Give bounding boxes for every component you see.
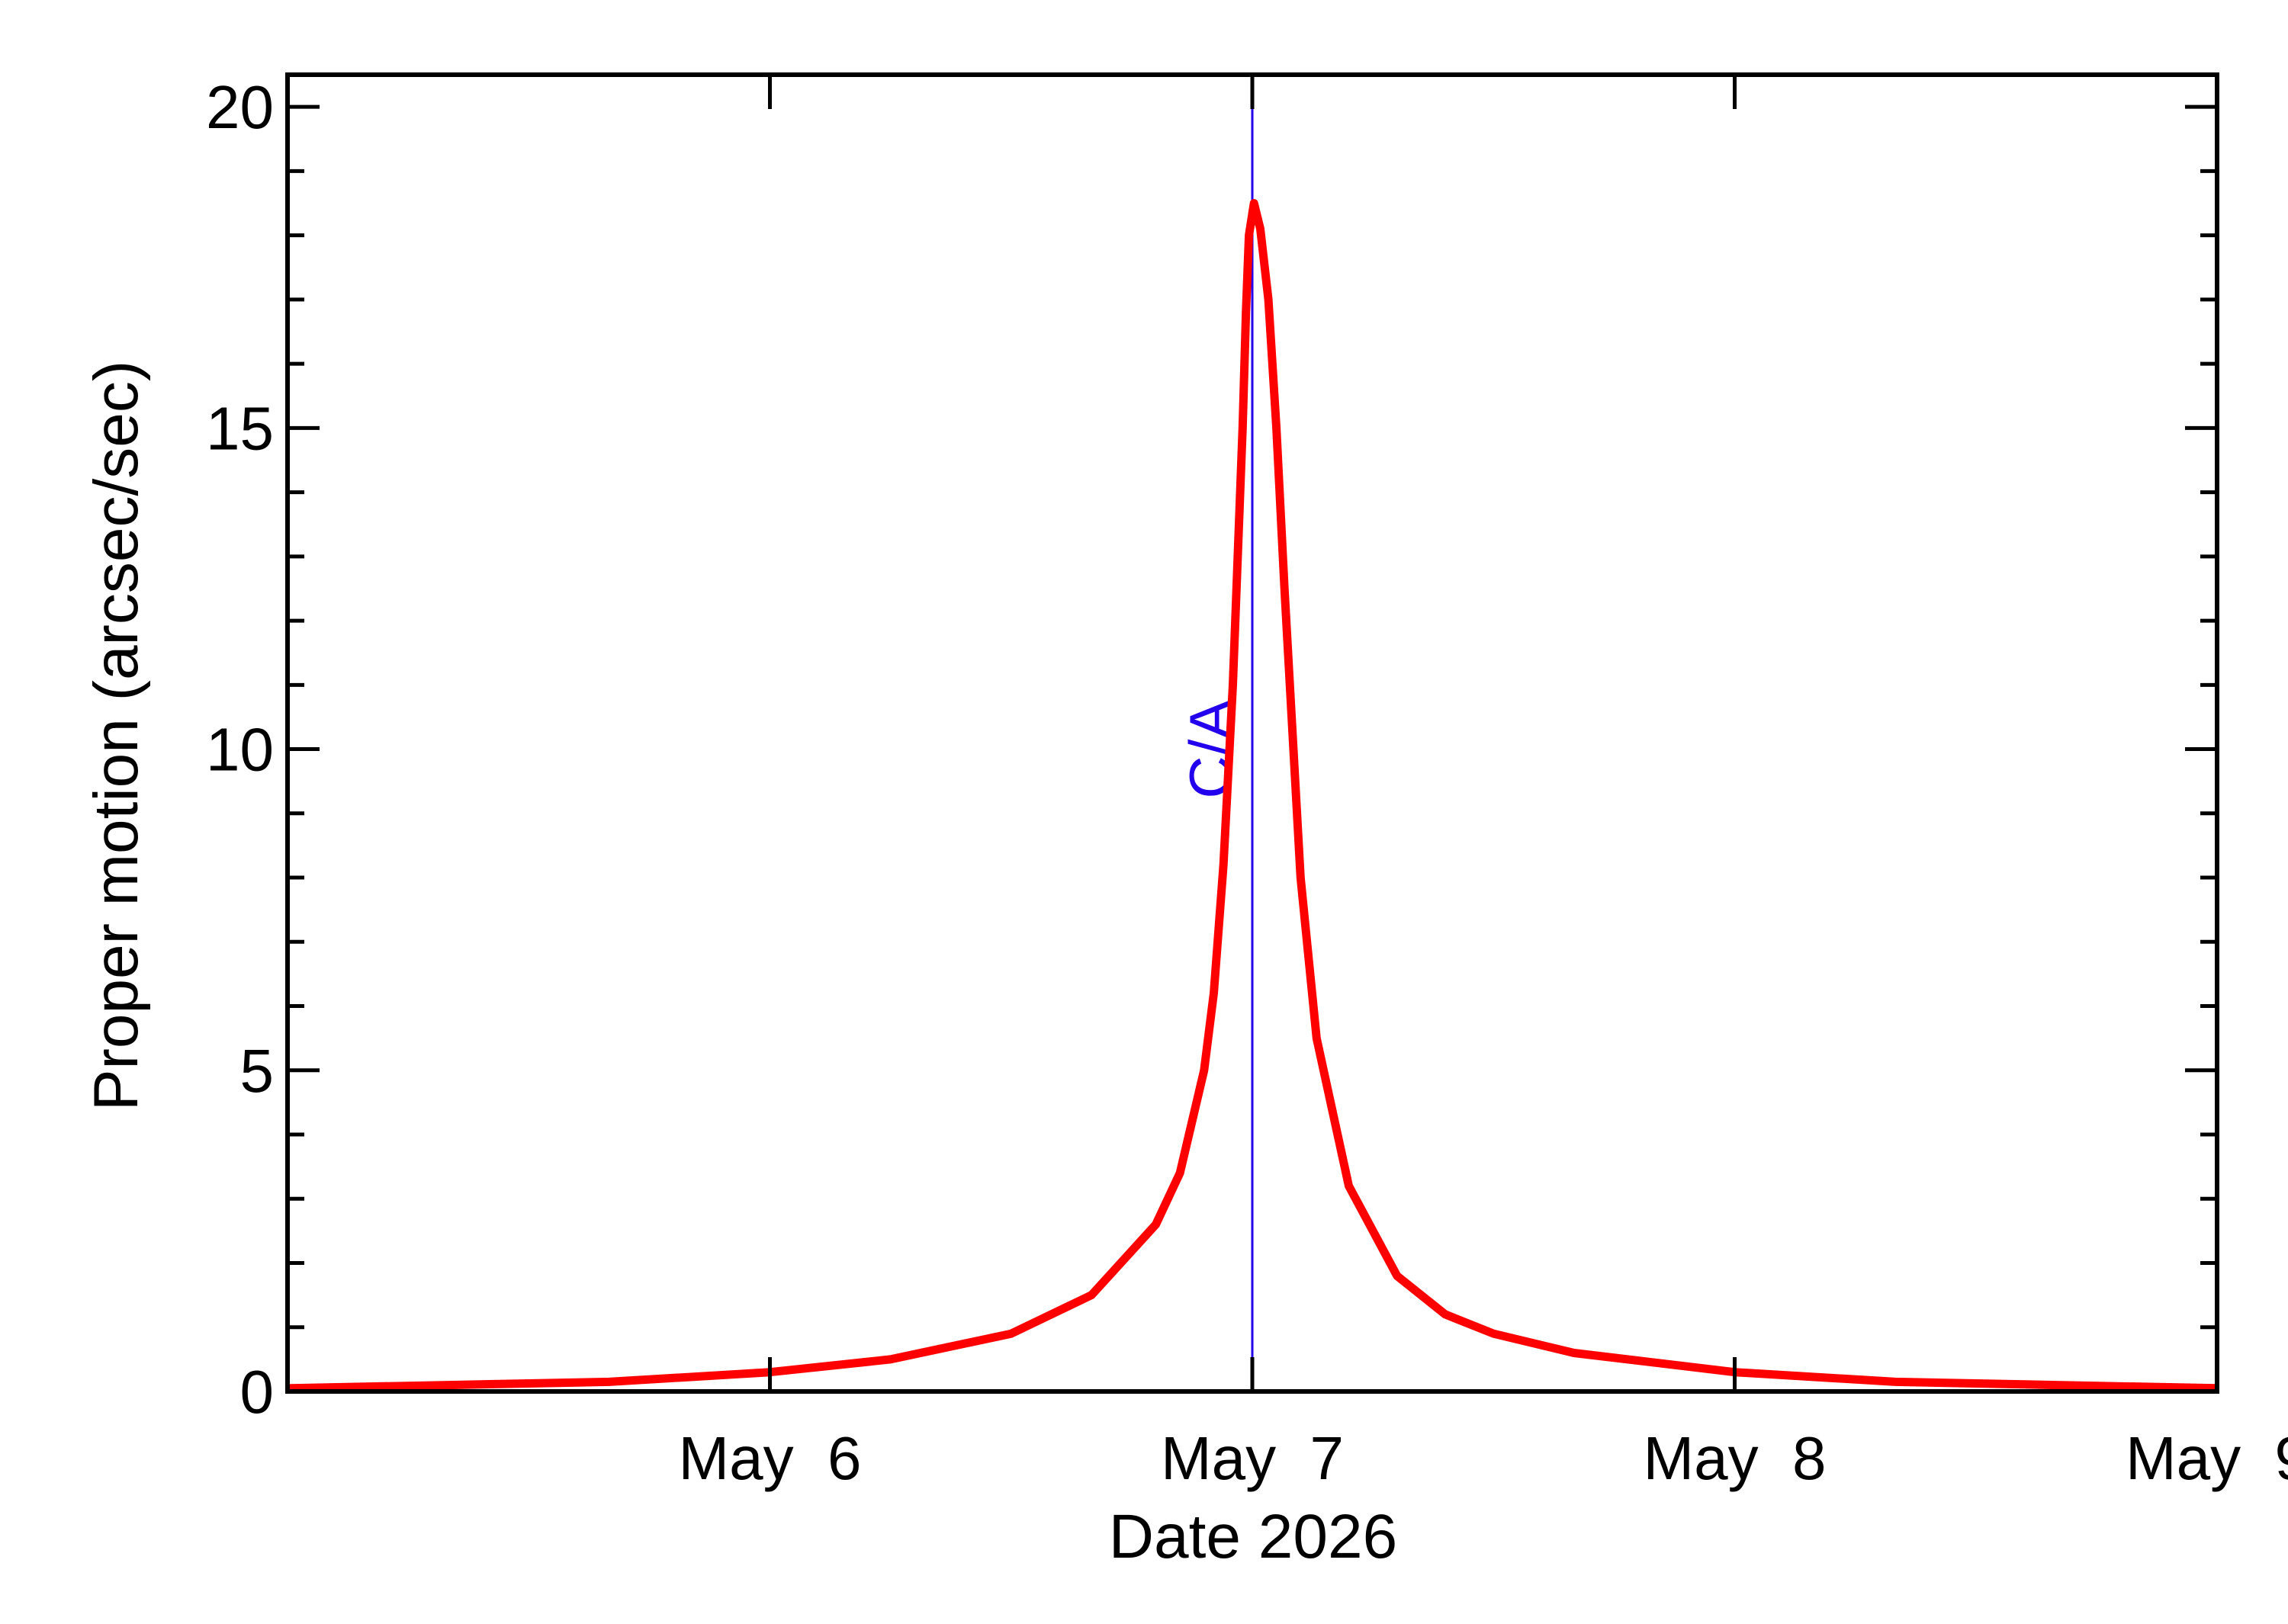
plot-area: C/A (288, 75, 2217, 1391)
y-tick-label: 0 (240, 1358, 275, 1426)
y-tick-label: 20 (206, 73, 274, 141)
x-tick-label: May 7 (1161, 1424, 1344, 1492)
y-tick-label: 10 (206, 716, 274, 784)
x-axis-label: Date 2026 (1109, 1502, 1397, 1571)
x-tick-label: May 8 (1643, 1424, 1826, 1492)
y-axis-label: Proper motion (arcsec/sec) (82, 361, 151, 1111)
axes: 0 5 10 15 20 May 6 May 7 May 8 May 9 (206, 72, 2288, 1492)
x-tick-label: May 6 (678, 1424, 861, 1492)
y-tick-label: 15 (206, 394, 274, 462)
series-line (288, 199, 2217, 1391)
x-tick-label: May 9 (2126, 1424, 2288, 1492)
y-tick-label: 5 (240, 1037, 275, 1105)
